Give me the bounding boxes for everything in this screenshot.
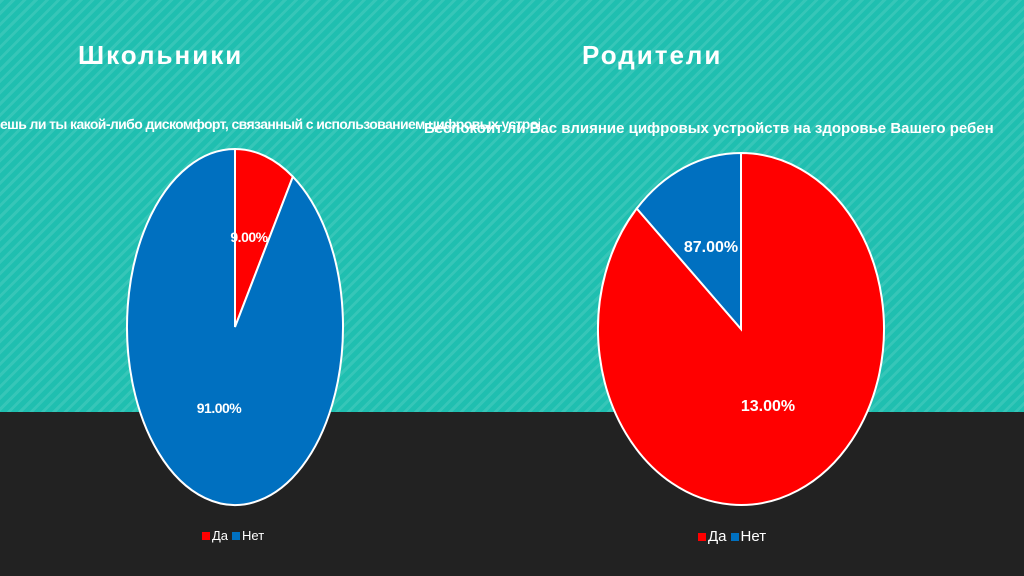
- legend-swatch-yes: [698, 532, 706, 541]
- legend-label-no: Нет: [242, 528, 265, 543]
- legend-swatch-no: [232, 531, 241, 540]
- legend-item-yes: Да: [698, 528, 727, 545]
- left-chart-title: ешь ли ты какой-либо дискомфорт, связанн…: [0, 116, 540, 132]
- data-label-no: 91.00%: [197, 400, 243, 416]
- left-legend: Да Нет: [202, 528, 268, 543]
- legend-label-yes: Да: [212, 528, 229, 543]
- pie-slice-no: [635, 151, 742, 332]
- data-label-yes: 9.00%: [230, 229, 268, 245]
- pie-slice-yes: [597, 151, 885, 506]
- pie-slice-no: [126, 147, 344, 506]
- legend-label-no: Нет: [740, 528, 767, 545]
- legend-label-yes: Да: [708, 528, 727, 545]
- legend-item-no: Нет: [232, 528, 264, 543]
- pie-slice-yes: [234, 147, 295, 328]
- right-title: Родители: [582, 40, 723, 70]
- right-legend: Да Нет: [698, 528, 770, 545]
- legend-item-no: Нет: [730, 528, 767, 545]
- legend-swatch-no: [730, 532, 739, 541]
- right-chart-title: Беспокоит ли Вас влияние цифровых устрой…: [424, 120, 994, 137]
- left-title: Школьники: [78, 40, 244, 70]
- legend-swatch-yes: [202, 531, 210, 540]
- data-label-yes: 87.00%: [684, 239, 738, 256]
- data-label-no: 13.00%: [741, 398, 795, 415]
- legend-item-yes: Да: [202, 528, 228, 543]
